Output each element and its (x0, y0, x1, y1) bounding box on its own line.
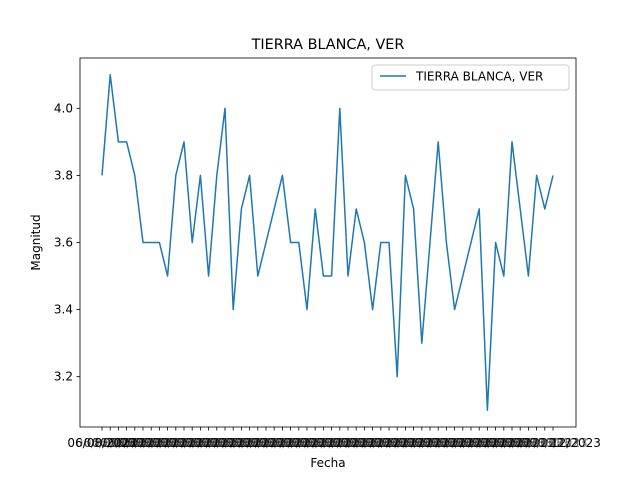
x-tick-label: 06/08/2023 (215, 436, 284, 450)
x-tick-label: 06/08/2023 (404, 436, 473, 450)
x-tick-label: 06/08/2023 (76, 436, 145, 450)
x-tick-label: 06/08/2023 (100, 436, 169, 450)
x-tick-label: 06/08/2023 (231, 436, 300, 450)
x-tick-label: 06/08/2023 (453, 436, 522, 450)
x-tick-label: 06/08/2023 (363, 436, 432, 450)
x-tick-label: 06/08/2023 (141, 436, 210, 450)
x-tick-label: 06/08/2023 (412, 436, 481, 450)
legend-box (371, 64, 570, 91)
x-tick-label: 06/08/2023 (518, 436, 587, 450)
series-line (101, 74, 554, 411)
y-tick-label: 4.0 (54, 101, 73, 115)
x-tick-label: 06/08/2023 (461, 436, 530, 450)
legend-label: TIERRA BLANCA, VER (415, 70, 543, 84)
y-tick-label: 3.2 (54, 370, 73, 384)
x-tick-label: 06/08/2023 (84, 436, 153, 450)
x-tick-label: 06/08/2023 (510, 436, 579, 450)
x-axis-ticks: 06/08/202306/08/202306/08/202306/08/2023… (67, 427, 601, 450)
x-tick-label: 06/08/2023 (166, 436, 235, 450)
x-tick-label: 06/08/2023 (395, 436, 464, 450)
x-tick-label: 06/08/2023 (486, 436, 555, 450)
x-tick-label: 06/08/2023 (248, 436, 317, 450)
x-tick-label: 06/08/2023 (117, 436, 186, 450)
x-tick-label: 06/08/2023 (256, 436, 325, 450)
x-tick-label: 06/08/2023 (445, 436, 514, 450)
x-tick-label: 06/08/2023 (264, 436, 333, 450)
x-tick-label: 06/08/2023 (387, 436, 456, 450)
x-tick-label: 06/08/2023 (494, 436, 563, 450)
x-tick-label: 06/08/2023 (182, 436, 251, 450)
x-tick-label: 06/08/2023 (354, 436, 423, 450)
x-tick-label: 06/08/2023 (346, 436, 415, 450)
x-tick-label: 06/08/2023 (108, 436, 177, 450)
x-tick-label: 06/08/2023 (330, 436, 399, 450)
x-tick-label: 06/08/2023 (281, 436, 350, 450)
y-axis-label: Magnitud (29, 214, 43, 270)
x-tick-label: 06/08/2023 (133, 436, 202, 450)
x-tick-label: 06/08/2023 (190, 436, 259, 450)
y-axis-ticks: 3.2 3.4 3.6 3.8 4.0 (54, 101, 80, 384)
x-tick-label: 06/08/2023 (223, 436, 292, 450)
x-tick-label: 06/08/2023 (149, 436, 218, 450)
x-axis-label: Fecha (310, 456, 345, 470)
x-tick-label: 06/08/2023 (436, 436, 505, 450)
x-tick-label: 06/08/2023 (371, 436, 440, 450)
y-tick-label: 3.6 (54, 236, 73, 250)
x-tick-label: 06/08/2023 (67, 436, 136, 450)
x-tick-label: 06/08/2023 (289, 436, 358, 450)
x-tick-label: 06/08/2023 (477, 436, 546, 450)
x-tick-label: 06/08/2023 (125, 436, 194, 450)
plot-area (79, 57, 577, 428)
x-tick-label: 06/08/2023 (305, 436, 374, 450)
x-tick-label: 06/08/2023 (502, 436, 571, 450)
x-tick-label: 06/08/2023 (199, 436, 268, 450)
x-tick-label: 06/08/2023 (420, 436, 489, 450)
x-tick-label: 06/08/2023 (379, 436, 448, 450)
x-tick-label: 06/08/2023 (158, 436, 227, 450)
chart-title: TIERRA BLANCA, VER (251, 37, 405, 53)
x-tick-label: 06/08/2023 (207, 436, 276, 450)
x-tick-label: 06/08/2023 (92, 436, 161, 450)
x-tick-label-last: 12/2023 (551, 436, 601, 450)
x-tick-label: 06/08/2023 (174, 436, 243, 450)
x-tick-label: 06/08/2023 (297, 436, 366, 450)
legend: TIERRA BLANCA, VER (371, 64, 570, 91)
x-tick-label: 06/08/2023 (313, 436, 382, 450)
x-tick-label: 06/08/2023 (428, 436, 497, 450)
x-tick-label: 06/08/2023 (240, 436, 309, 450)
x-tick-label: 06/08/2023 (322, 436, 391, 450)
y-tick-label: 3.8 (54, 168, 73, 182)
x-tick-label: 06/08/2023 (338, 436, 407, 450)
y-tick-label: 3.4 (54, 303, 73, 317)
x-tick-label: 06/08/2023 (272, 436, 341, 450)
x-tick-label: 06/08/2023 (469, 436, 538, 450)
